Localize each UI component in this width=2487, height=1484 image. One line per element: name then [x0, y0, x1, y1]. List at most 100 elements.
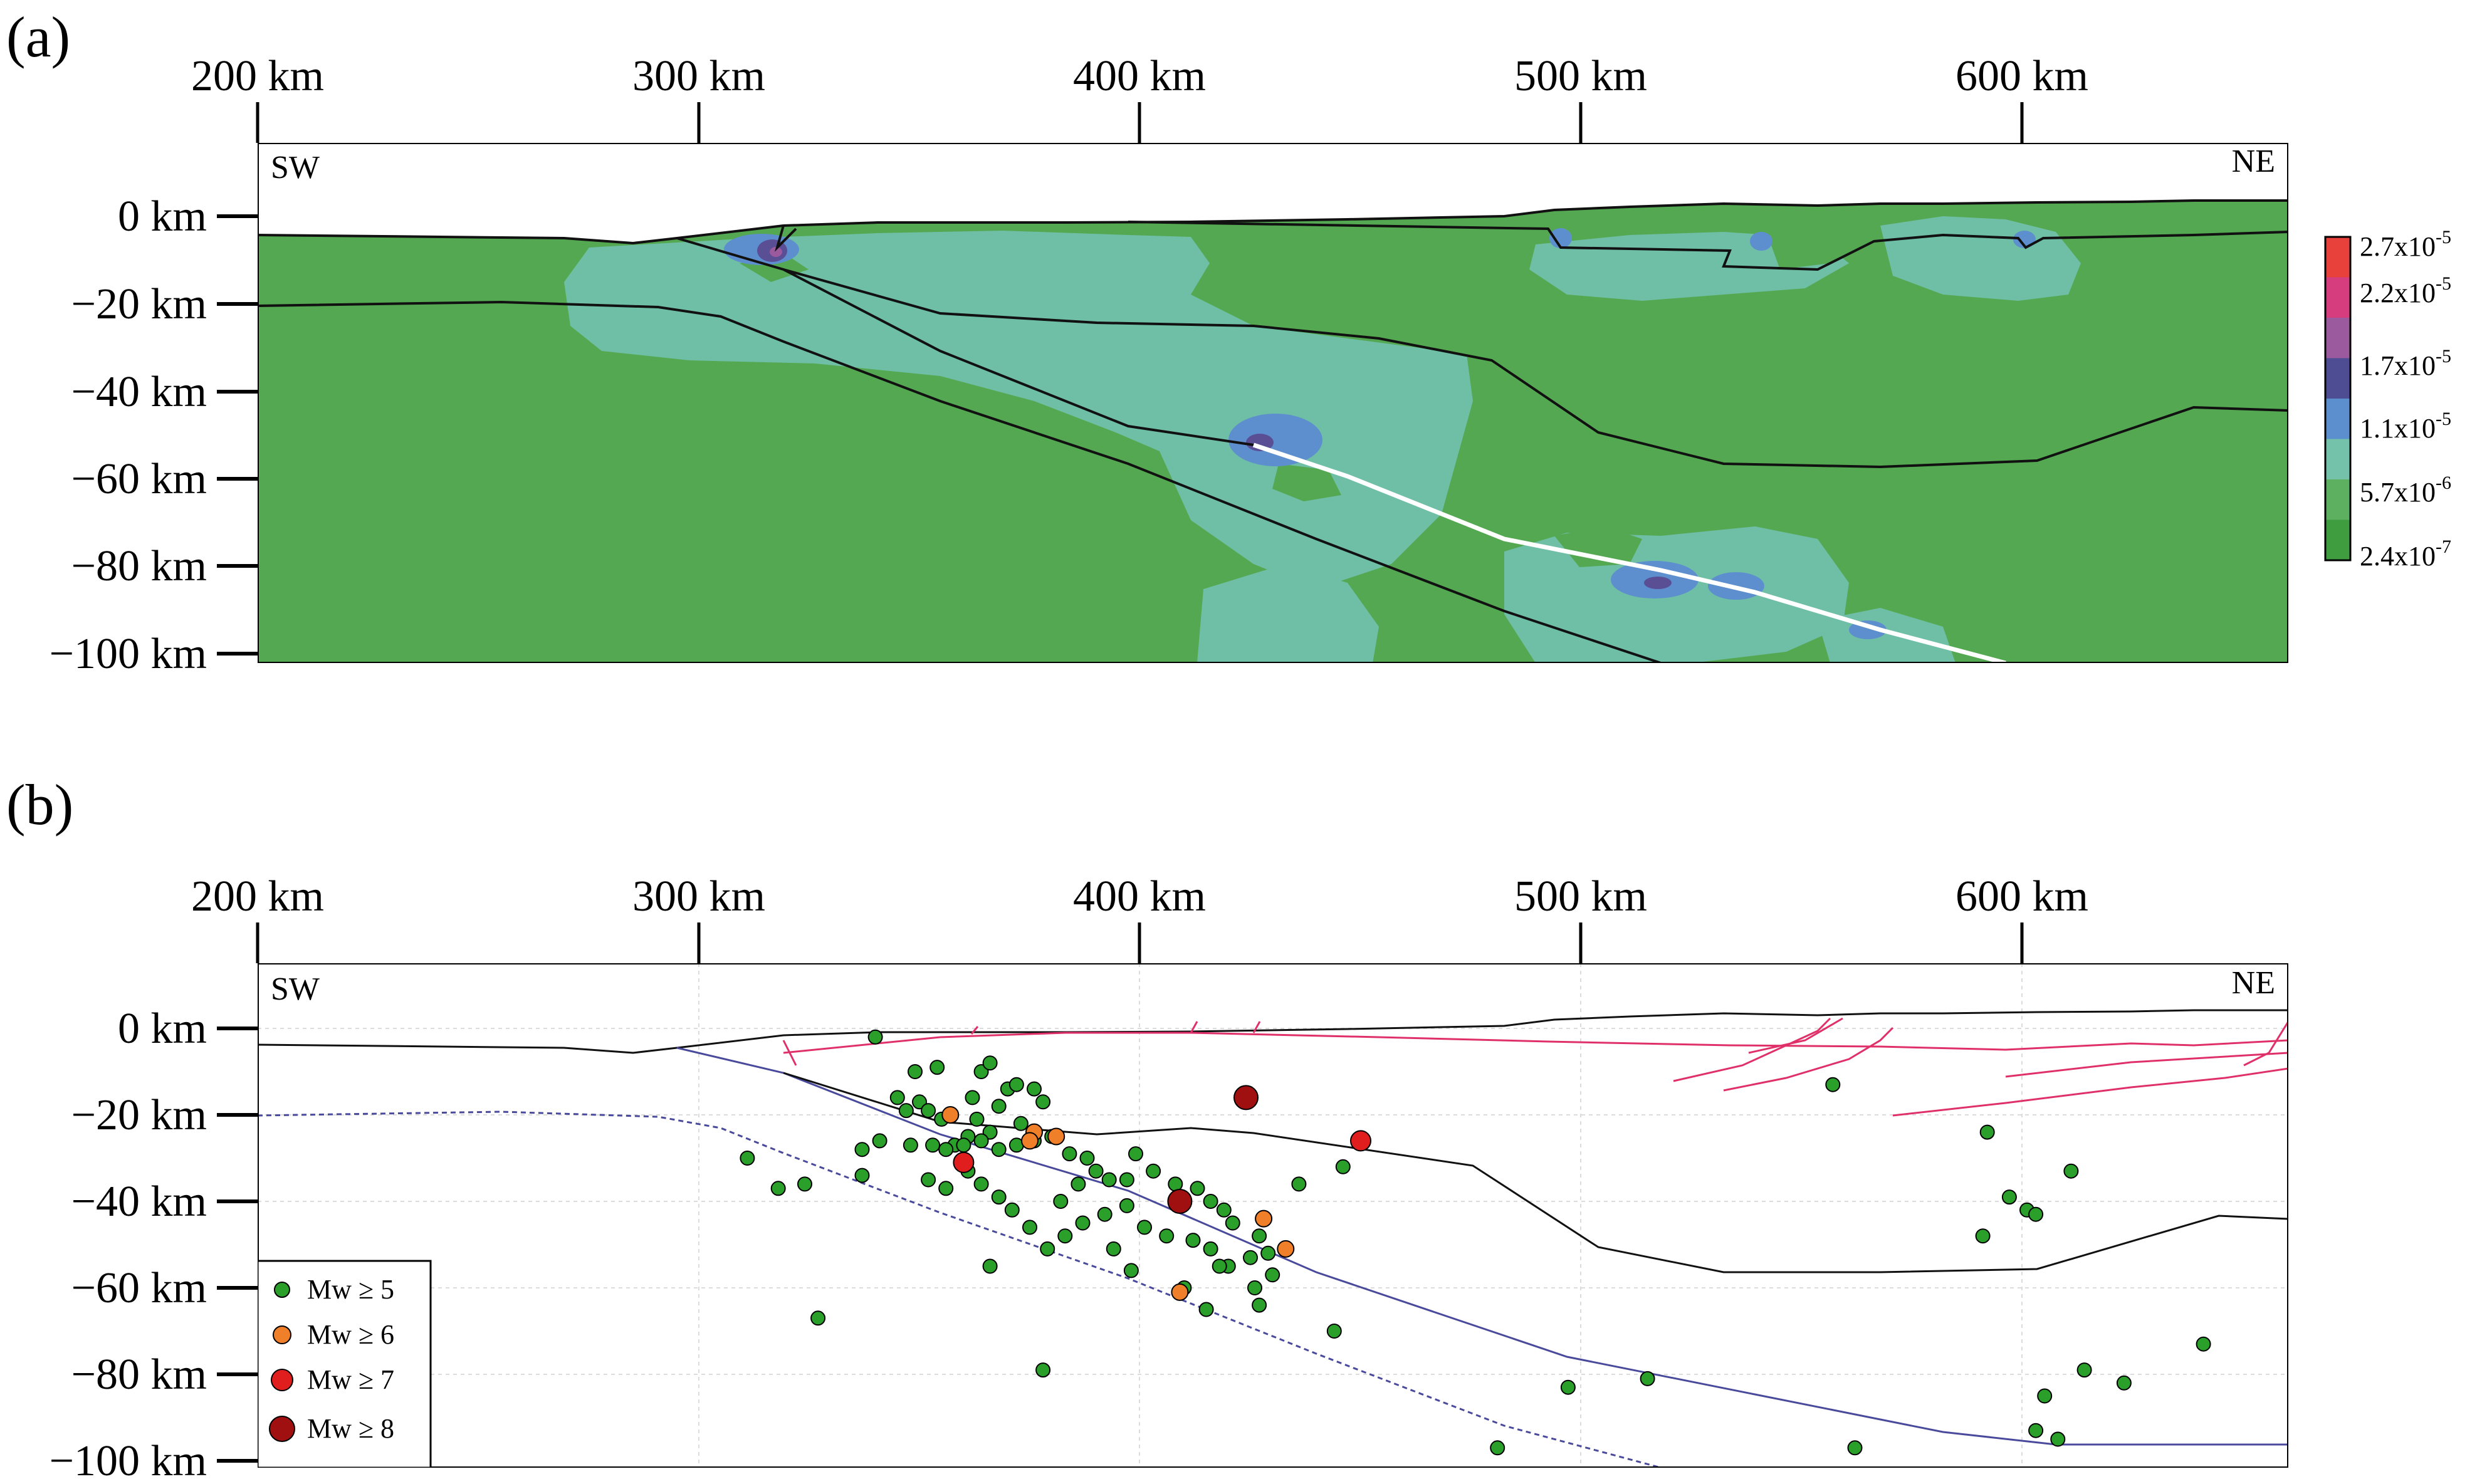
legend-marker-mw7	[271, 1369, 293, 1391]
earthquake-point-mw5	[1128, 1146, 1143, 1162]
earthquake-point-mw5	[1203, 1194, 1218, 1209]
earthquake-point-mw5	[1101, 1172, 1117, 1188]
model-outlines	[258, 199, 2288, 663]
earthquake-point-mw5	[1243, 1250, 1258, 1265]
earthquake-point-mw5	[1291, 1176, 1307, 1192]
colorbar-label: 2.7x10-5	[2360, 227, 2451, 262]
earthquake-point-mw5	[2028, 1206, 2044, 1222]
earthquake-point-mw5	[1106, 1241, 1121, 1257]
panel-b-y-ticks: 0 km −20 km −40 km −60 km −80 km −100 km	[50, 1005, 207, 1484]
earthquake-point-mw5	[1013, 1116, 1029, 1131]
earthquake-point-mw5	[810, 1310, 826, 1326]
earthquake-point-mw5	[1075, 1215, 1091, 1231]
earthquake-point-mw8	[1233, 1085, 1259, 1110]
panel-b-y-tick: −100 km	[50, 1437, 207, 1484]
earthquake-point-mw5	[973, 1176, 989, 1192]
earthquake-point-mw5	[1203, 1241, 1218, 1257]
panel-a-y-tick-marks	[217, 214, 258, 656]
colorbar-segments	[2325, 237, 2350, 561]
earthquake-point-mw5	[1057, 1228, 1073, 1244]
earthquake-point-mw5	[1040, 1241, 1055, 1257]
earthquake-point-mw5	[1847, 1440, 1863, 1456]
colorbar-segment	[2325, 318, 2350, 358]
panel-a-x-tick: 300 km	[632, 52, 765, 100]
earthquake-point-mw5	[740, 1151, 755, 1166]
earthquake-point-mw5	[2076, 1362, 2092, 1378]
earthquake-point-mw5	[1212, 1258, 1227, 1274]
panel-b-y-tick: −20 km	[71, 1091, 207, 1139]
earthquake-point-mw5	[982, 1258, 998, 1274]
earthquake-point-mw5	[921, 1103, 936, 1119]
earthquake-point-mw5	[991, 1189, 1007, 1205]
earthquake-point-mw5	[1071, 1176, 1086, 1192]
panel-b-ne-label: NE	[2232, 965, 2275, 1001]
earthquake-point-mw5	[1335, 1159, 1351, 1174]
earthquake-point-mw5	[1326, 1324, 1342, 1339]
earthquake-point-mw5	[991, 1099, 1007, 1114]
earthquake-point-mw5	[854, 1142, 870, 1157]
earthquake-point-mw5	[1119, 1198, 1134, 1213]
panel-b-x-tick-marks	[256, 922, 2024, 963]
panel-a-sw-label: SW	[271, 150, 320, 186]
panel-a-x-tick: 400 km	[1073, 52, 1206, 100]
panel-a-y-tick: 0 km	[118, 192, 207, 241]
colorbar-segment	[2325, 479, 2350, 520]
panel-b: (b) 200 km 300 km 400 km 500 km 600 km 0…	[6, 773, 2288, 1484]
earthquake-point-mw5	[2001, 1189, 2017, 1205]
slab-top-line	[1252, 442, 2006, 663]
earthquake-point-mw5	[1252, 1297, 1267, 1313]
colorbar-segment	[2325, 439, 2350, 480]
earthquake-point-mw5	[1260, 1245, 1276, 1261]
panel-a-y-ticks: 0 km −20 km −40 km −60 km −80 km −100 km	[50, 192, 207, 678]
panel-a-x-tick-marks	[256, 102, 2024, 143]
panel-a-x-tick: 200 km	[191, 52, 324, 100]
earthquake-point-mw5	[938, 1142, 954, 1157]
colorbar-label: 5.7x10-6	[2360, 473, 2451, 508]
earthquake-point-mw5	[1123, 1263, 1139, 1278]
earthquake-point-mw5	[1022, 1220, 1037, 1235]
panel-b-y-tick: 0 km	[118, 1005, 207, 1053]
magnitude-legend: Mw ≥ 5 Mw ≥ 6 Mw ≥ 7 Mw ≥ 8	[258, 1260, 432, 1468]
earthquake-point-mw5	[1560, 1379, 1576, 1395]
earthquake-point-mw5	[1252, 1228, 1267, 1244]
earthquake-point-mw5	[938, 1181, 954, 1196]
panel-a-y-tick: −60 km	[71, 455, 207, 503]
earthquake-point-mw5	[925, 1137, 941, 1153]
earthquake-point-mw5	[1190, 1181, 1205, 1196]
colorbar-segment	[2325, 237, 2350, 278]
earthquake-point-mw5	[1225, 1215, 1240, 1231]
earthquake-point-mw5	[1004, 1202, 1020, 1218]
earthquake-point-mw5	[973, 1133, 989, 1149]
earthquake-point-mw5	[898, 1103, 914, 1119]
panel-a-y-tick: −80 km	[71, 542, 207, 590]
panel-a-y-tick: −40 km	[71, 368, 207, 416]
panel-a-y-tick: −20 km	[71, 280, 207, 328]
panel-b-y-tick-marks	[217, 1027, 258, 1463]
earthquake-point-mw7	[1350, 1130, 1371, 1152]
earthquake-point-mw5	[1008, 1077, 1024, 1092]
earthquake-point-mw5	[1198, 1302, 1214, 1317]
earthquake-point-mw6	[1255, 1210, 1273, 1228]
panel-b-x-tick: 400 km	[1073, 872, 1206, 921]
panel-a-x-ticks: 200 km 300 km 400 km 500 km 600 km	[191, 52, 2088, 100]
earthquake-point-mw5	[2116, 1375, 2132, 1391]
legend-label-mw8: Mw ≥ 8	[307, 1413, 394, 1444]
legend-label-mw6: Mw ≥ 6	[307, 1319, 394, 1350]
fault-lines	[782, 1017, 2288, 1117]
panel-b-x-ticks: 200 km 300 km 400 km 500 km 600 km	[191, 872, 2088, 921]
pink-anomaly	[770, 247, 782, 257]
earthquake-point-mw5	[1027, 1081, 1042, 1097]
earthquake-point-mw5	[1216, 1202, 1232, 1218]
earthquake-point-mw5	[2063, 1163, 2079, 1179]
earthquake-point-mw5	[982, 1055, 998, 1071]
earthquake-point-mw5	[1490, 1440, 1505, 1456]
panel-b-sw-label: SW	[271, 971, 320, 1007]
green-blobs	[740, 216, 1874, 567]
earthquake-point-mw5	[1247, 1280, 1262, 1295]
earthquake-point-mw8	[1167, 1189, 1193, 1214]
colorbar-labels: 2.7x10-5 2.2x10-5 1.7x10-5 1.1x10-5 5.7x…	[2360, 227, 2451, 572]
earthquake-point-mw5	[921, 1172, 936, 1188]
earthquake-point-mw6	[1277, 1240, 1295, 1258]
panel-b-x-tick: 200 km	[191, 872, 324, 921]
